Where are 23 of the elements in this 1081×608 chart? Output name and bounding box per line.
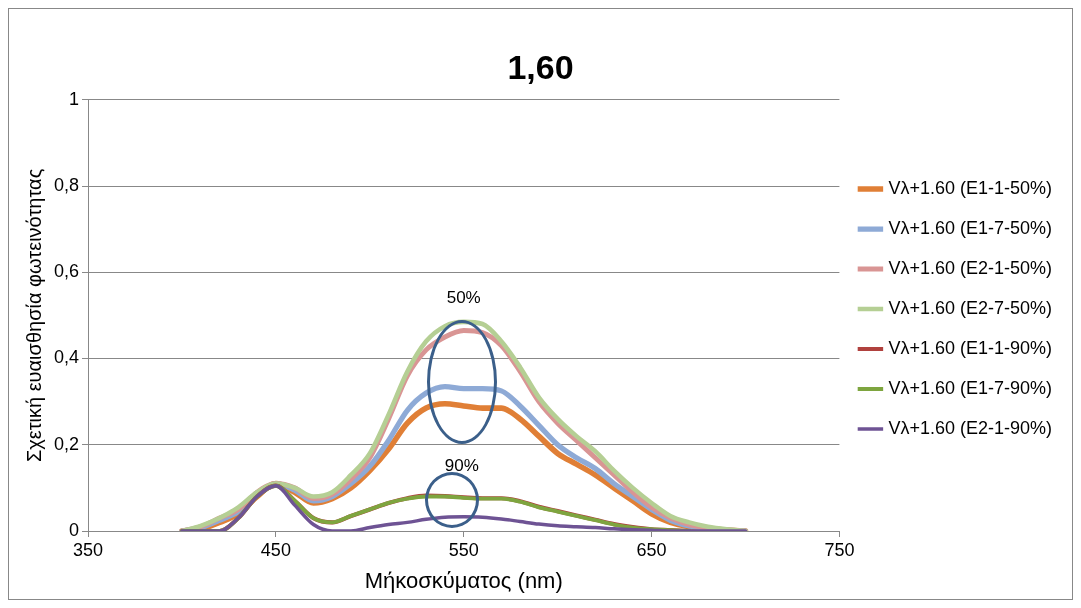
x-tick-label: 450 xyxy=(260,539,291,560)
y-tick-label: 0,8 xyxy=(53,175,80,196)
x-tick-label: 750 xyxy=(824,539,855,560)
legend-label: Vλ+1.60 (E1-7-90%) xyxy=(888,377,1053,398)
x-tick-label: 550 xyxy=(448,539,479,560)
x-tick-label: 650 xyxy=(636,539,667,560)
legend-label: Vλ+1.60 (E1-1-50%) xyxy=(888,177,1053,198)
y-tick-label: 0,6 xyxy=(53,261,80,282)
legend-label: Vλ+1.60 (E2-7-50%) xyxy=(888,297,1053,318)
y-tick-label: 0,4 xyxy=(53,347,80,368)
chart-title: 1,60 xyxy=(507,47,574,86)
x-axis-title: Μήκοσκύματος (nm) xyxy=(364,567,563,593)
annotation: 50% xyxy=(446,287,481,307)
legend-label: Vλ+1.60 (E2-1-50%) xyxy=(888,257,1053,278)
legend-label: Vλ+1.60 (E2-1-90%) xyxy=(888,417,1053,438)
y-tick-label: 0,2 xyxy=(53,433,80,454)
legend-label: Vλ+1.60 (E1-1-90%) xyxy=(888,337,1053,358)
annotation: 90% xyxy=(444,456,479,476)
x-tick-label: 350 xyxy=(73,539,104,560)
y-axis-title: Σχετική ευαισθησία φωτεινότητας xyxy=(22,168,45,463)
y-tick-label: 1 xyxy=(69,88,80,109)
legend-label: Vλ+1.60 (E1-7-50%) xyxy=(888,217,1053,238)
y-tick-label: 0 xyxy=(69,519,80,540)
